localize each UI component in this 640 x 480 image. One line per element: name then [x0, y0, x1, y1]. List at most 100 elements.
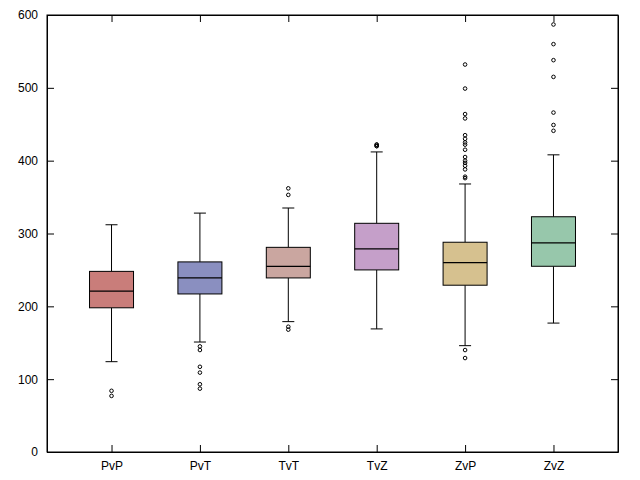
- whisker-upper: [376, 152, 377, 223]
- tick-mark: [112, 445, 113, 452]
- axis-line: [48, 452, 619, 453]
- box: [531, 217, 575, 267]
- tick: PvP: [101, 445, 123, 473]
- outlier: [287, 187, 291, 191]
- outlier: [198, 371, 202, 375]
- whisker-cap: [371, 328, 383, 329]
- tick-mark: [611, 161, 618, 162]
- box-group: [531, 23, 575, 323]
- tick-mark: [611, 234, 618, 235]
- whisker-lower: [199, 294, 200, 342]
- tick-label: 400: [18, 154, 38, 168]
- outlier: [463, 176, 467, 180]
- whisker-cap: [282, 321, 294, 322]
- tick: [200, 15, 201, 22]
- tick-mark: [377, 445, 378, 452]
- outlier: [198, 382, 202, 386]
- tick-mark: [47, 161, 54, 162]
- tick-mark: [200, 445, 201, 452]
- tick: [611, 161, 618, 162]
- box: [355, 223, 399, 270]
- tick-label: 200: [18, 300, 38, 314]
- outlier: [287, 193, 291, 197]
- tick: ZvZ: [544, 445, 565, 473]
- outlier: [198, 348, 202, 352]
- box: [443, 242, 487, 285]
- outlier: [463, 148, 467, 152]
- tick-label: ZvZ: [544, 459, 565, 473]
- outlier: [463, 143, 467, 147]
- box-group: [178, 213, 222, 390]
- median: [355, 248, 399, 249]
- tick: 300: [18, 227, 54, 241]
- tick-mark: [112, 15, 113, 22]
- plot-frame: [47, 15, 618, 452]
- tick-label: 100: [18, 373, 38, 387]
- tick-mark: [553, 445, 554, 452]
- median: [443, 262, 487, 263]
- tick-mark: [200, 15, 201, 22]
- outlier: [463, 87, 467, 91]
- whisker-cap: [106, 224, 118, 225]
- whisker-cap: [194, 213, 206, 214]
- outlier: [552, 23, 556, 27]
- tick-mark: [611, 88, 618, 89]
- tick-mark: [288, 445, 289, 452]
- tick: 400: [18, 154, 54, 168]
- median: [178, 277, 222, 278]
- tick: [112, 15, 113, 22]
- tick-mark: [553, 15, 554, 22]
- outlier: [463, 112, 467, 116]
- axis-line: [48, 15, 619, 16]
- tick-mark: [47, 88, 54, 89]
- tick-mark: [377, 15, 378, 22]
- tick: PvT: [190, 445, 212, 473]
- outlier: [463, 164, 467, 168]
- tick-mark: [611, 379, 618, 380]
- median: [531, 242, 575, 243]
- tick-label: 300: [18, 227, 38, 241]
- tick: TvZ: [367, 445, 388, 473]
- tick: [611, 234, 618, 235]
- outlier: [198, 387, 202, 391]
- whisker-lower: [553, 266, 554, 323]
- outlier: [110, 394, 114, 398]
- outlier: [110, 389, 114, 393]
- whisker-upper: [553, 155, 554, 217]
- whisker-cap: [194, 342, 206, 343]
- outlier: [463, 137, 467, 141]
- box: [266, 247, 310, 278]
- box-group: [443, 63, 487, 360]
- outlier: [552, 111, 556, 115]
- whisker-cap: [106, 361, 118, 362]
- outlier: [552, 42, 556, 46]
- x-axis-top: [48, 15, 619, 22]
- tick-label: 600: [18, 8, 38, 22]
- box: [90, 271, 134, 307]
- median: [90, 290, 134, 291]
- whisker-upper: [111, 225, 112, 272]
- outlier: [463, 63, 467, 67]
- outlier: [198, 365, 202, 369]
- whisker-lower: [111, 308, 112, 362]
- tick-label: 500: [18, 81, 38, 95]
- outlier: [463, 133, 467, 137]
- outlier: [552, 129, 556, 133]
- outlier: [552, 58, 556, 62]
- tick-label: PvT: [190, 459, 212, 473]
- tick: [611, 306, 618, 307]
- chart: 0100200300400500600PvPPvTTvTTvZZvPZvZ: [0, 0, 640, 480]
- whisker-lower: [465, 285, 466, 345]
- outlier: [463, 155, 467, 159]
- tick: [288, 15, 289, 22]
- outlier: [552, 75, 556, 79]
- axis-line: [618, 16, 619, 453]
- whisker-upper: [199, 213, 200, 262]
- box-group: [90, 225, 134, 398]
- outlier: [463, 168, 467, 172]
- tick: 500: [18, 81, 54, 95]
- tick-mark: [288, 15, 289, 22]
- tick-label: TvZ: [367, 459, 388, 473]
- whisker-lower: [376, 270, 377, 329]
- whisker-cap: [371, 151, 383, 152]
